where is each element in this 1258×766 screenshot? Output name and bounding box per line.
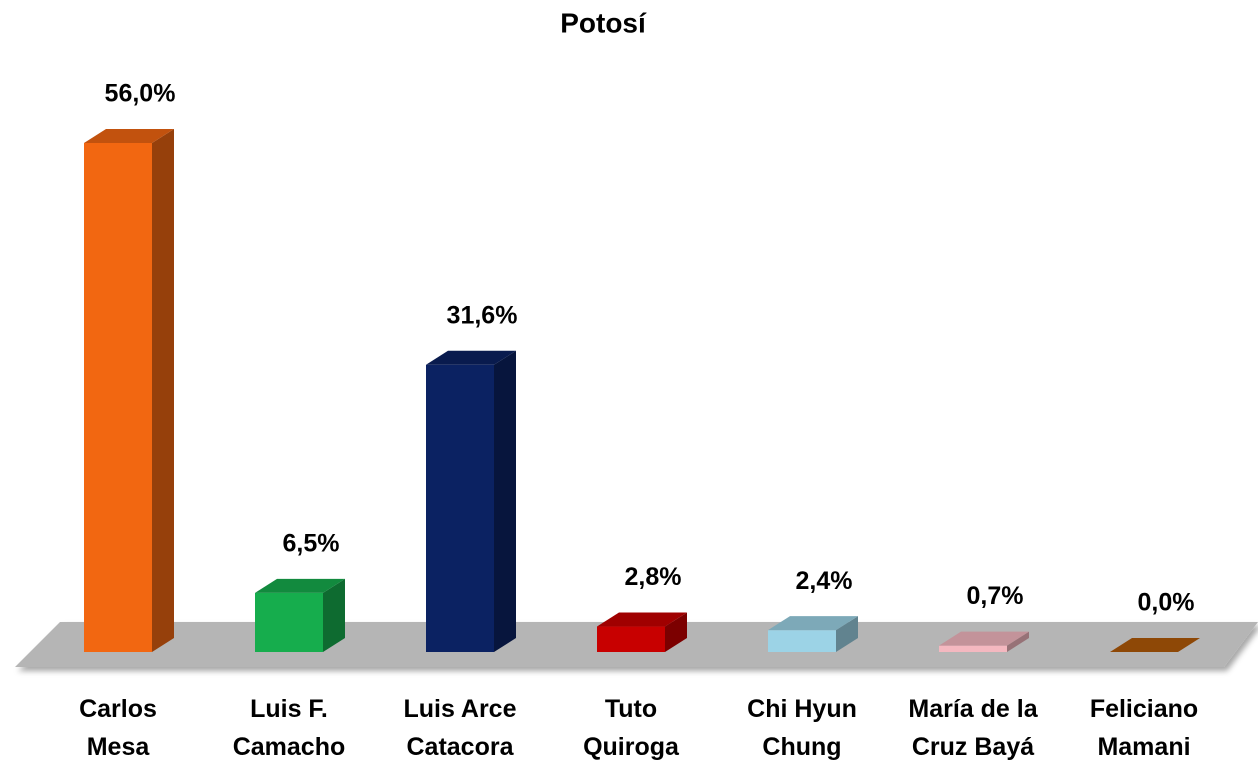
value-label: 0,0% bbox=[1138, 589, 1195, 617]
x-tick-label: Tuto Quiroga bbox=[583, 695, 679, 761]
value-label: 56,0% bbox=[105, 80, 176, 108]
bar-top bbox=[255, 578, 345, 593]
value-label: 2,8% bbox=[625, 563, 682, 591]
bar bbox=[426, 364, 494, 652]
bar-side bbox=[1007, 631, 1029, 652]
x-tick-label: Chi Hyun Chung bbox=[747, 695, 857, 761]
x-tick-label: Luis F. Camacho bbox=[232, 695, 346, 761]
bar-top bbox=[426, 350, 516, 365]
bar bbox=[939, 645, 1007, 652]
value-label: 31,6% bbox=[447, 301, 518, 329]
bar-side bbox=[494, 350, 516, 652]
bar-side bbox=[665, 612, 687, 652]
bar-top bbox=[597, 612, 687, 627]
bar bbox=[84, 142, 152, 652]
bar-top bbox=[84, 128, 174, 143]
bar-top bbox=[939, 631, 1029, 646]
bar-side bbox=[323, 578, 345, 652]
x-tick-label: Carlos Mesa bbox=[79, 695, 157, 761]
bar-side bbox=[152, 128, 174, 652]
chart-title: Potosí bbox=[560, 7, 647, 38]
bar bbox=[255, 592, 323, 652]
bar-top bbox=[1110, 638, 1200, 652]
x-tick-label: María de la Cruz Bayá bbox=[908, 695, 1038, 761]
x-tick-label: Feliciano Mamani bbox=[1089, 695, 1199, 761]
value-label: 0,7% bbox=[967, 582, 1024, 610]
x-tick-label: Luis Arce Catacora bbox=[403, 695, 517, 761]
value-label: 6,5% bbox=[283, 530, 340, 558]
bar bbox=[597, 626, 665, 652]
bar-top bbox=[768, 616, 858, 631]
bar-side bbox=[836, 616, 858, 652]
value-label: 2,4% bbox=[796, 567, 853, 595]
bar bbox=[768, 630, 836, 652]
